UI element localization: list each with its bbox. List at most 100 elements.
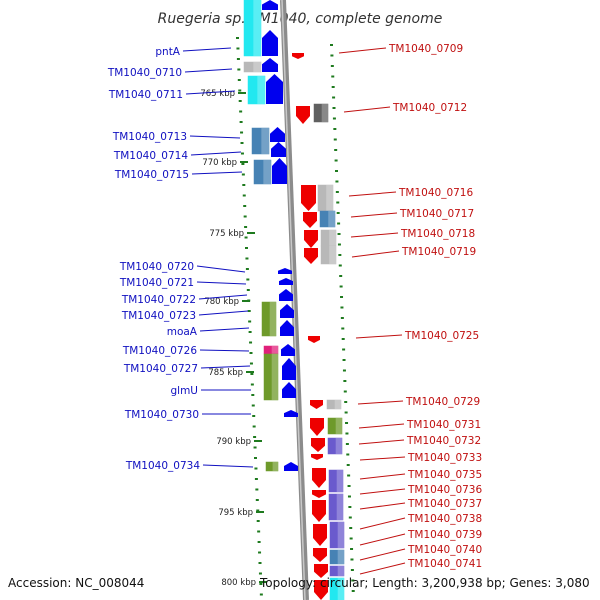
gene-box-purple bbox=[329, 565, 345, 577]
right-leader-line bbox=[359, 473, 406, 480]
gene-arrow-plus bbox=[280, 304, 294, 318]
gene-box-purple-shade bbox=[335, 438, 342, 454]
right-gene-label: TM1040_0741 bbox=[407, 558, 482, 570]
right-gene-label: TM1040_0729 bbox=[405, 396, 480, 408]
gene-box-darkgray-shade bbox=[321, 104, 328, 122]
gene-box-olive-shade bbox=[271, 354, 278, 400]
gene-arrow-plus bbox=[271, 142, 286, 157]
topology-text: Topology: circular; Length: 3,200,938 bp… bbox=[259, 576, 590, 590]
right-leader-line bbox=[350, 212, 398, 218]
gene-box-purple bbox=[328, 469, 344, 493]
left-gene-label: TM1040_0720 bbox=[119, 261, 194, 273]
accession-text: Accession: NC_008044 bbox=[8, 576, 144, 590]
gene-box-gray-shade bbox=[334, 400, 341, 409]
gene-box-magenta-shade bbox=[271, 346, 278, 354]
gene-box-cyan bbox=[243, 0, 262, 57]
gene-arrow-plus bbox=[280, 320, 294, 336]
gene-arrow-plus bbox=[262, 58, 278, 72]
right-gene-label: TM1040_0735 bbox=[407, 469, 482, 481]
gene-arrow-minus bbox=[301, 185, 316, 211]
right-gene-labels: TM1040_0709 TM1040_0712 TM1040_0716 TM1040_… bbox=[338, 43, 482, 575]
left-leader-line bbox=[185, 90, 236, 95]
gene-arrow-minus bbox=[313, 548, 327, 562]
scale-label: 765 kbp bbox=[200, 89, 235, 99]
gene-box-cyan bbox=[329, 577, 345, 600]
left-gene-label: TM1040_0722 bbox=[121, 294, 196, 306]
gene-box-gray bbox=[243, 61, 262, 73]
right-leader-line bbox=[357, 400, 404, 405]
gene-box-purple bbox=[328, 493, 344, 521]
right-gene-label: TM1040_0731 bbox=[406, 419, 481, 431]
right-leader-line bbox=[359, 502, 406, 510]
left-leader-line bbox=[196, 281, 247, 285]
gene-arrow-minus bbox=[296, 106, 310, 124]
right-gene-label: TM1040_0712 bbox=[392, 102, 467, 114]
gene-box-steel bbox=[251, 127, 270, 155]
right-leader-line bbox=[351, 250, 400, 258]
gene-box-gray-shade bbox=[253, 62, 261, 72]
gene-box-purple bbox=[327, 437, 343, 455]
right-gene-label: TM1040_0740 bbox=[407, 544, 482, 556]
gene-box-cyan-shade bbox=[253, 0, 261, 56]
gene-arrow-plus bbox=[284, 410, 298, 417]
gene-arrow-minus bbox=[311, 438, 325, 452]
right-gene-label: TM1040_0732 bbox=[406, 435, 481, 447]
right-gene-label: TM1040_0739 bbox=[407, 529, 482, 541]
left-gene-labels: pntA TM1040_0710 TM1040_0711 TM1040_0713 TM1… bbox=[107, 46, 254, 472]
gene-box-darkgray bbox=[313, 103, 329, 123]
gene-features bbox=[243, 0, 345, 600]
right-gene-label: TM1040_0716 bbox=[398, 187, 473, 199]
left-leader-line bbox=[199, 349, 250, 352]
gene-box-steel bbox=[329, 549, 345, 565]
gene-arrow-plus bbox=[266, 74, 283, 104]
gene-arrow-minus bbox=[312, 500, 326, 522]
map-title: Ruegeria sp. TM1040, complete genome bbox=[158, 11, 443, 27]
left-gene-label: TM1040_0723 bbox=[121, 310, 196, 322]
right-gene-label: TM1040_0709 bbox=[388, 43, 463, 55]
scale-label: 780 kbp bbox=[204, 297, 239, 307]
gene-arrow-minus bbox=[314, 564, 328, 578]
left-gene-label: TM1040_0721 bbox=[119, 277, 194, 289]
left-leader-line bbox=[191, 171, 243, 175]
gene-arrow-plus bbox=[282, 382, 296, 398]
gene-arrow-minus bbox=[313, 524, 327, 546]
right-leader-line bbox=[350, 232, 399, 238]
gene-arrow-plus bbox=[278, 268, 292, 274]
right-leader-line bbox=[359, 456, 406, 461]
left-leader-line bbox=[200, 365, 251, 369]
left-leader-line bbox=[182, 47, 232, 52]
gene-arrow-minus bbox=[308, 336, 320, 343]
left-leader-line bbox=[189, 135, 241, 139]
gene-arrow-plus bbox=[284, 462, 298, 471]
gene-box-olive-shade bbox=[272, 462, 278, 471]
gene-box-purple-shade bbox=[337, 566, 344, 576]
scale-label: 785 kbp bbox=[208, 368, 243, 378]
left-leader-line bbox=[199, 327, 250, 332]
right-gene-label: TM1040_0733 bbox=[407, 452, 482, 464]
gene-box-purple-shade bbox=[336, 494, 343, 520]
gene-arrow-minus bbox=[312, 490, 326, 498]
gene-arrow-minus bbox=[304, 248, 318, 264]
gene-arrow-minus bbox=[312, 468, 326, 488]
gene-arrow-plus bbox=[282, 358, 296, 380]
left-gene-label: moaA bbox=[167, 326, 198, 338]
gene-arrow-minus bbox=[311, 454, 323, 460]
gene-box-cyan-shade bbox=[257, 76, 265, 104]
gene-arrow-minus bbox=[303, 212, 317, 228]
left-leader-line bbox=[196, 265, 246, 273]
right-gene-label: TM1040_0736 bbox=[407, 484, 482, 496]
right-leader-line bbox=[358, 423, 405, 429]
gene-arrow-plus bbox=[270, 127, 285, 142]
gene-box-steel-shade bbox=[263, 160, 271, 184]
left-gene-label: glmU bbox=[171, 385, 199, 397]
gene-box-purple-shade bbox=[336, 470, 343, 492]
left-gene-label: TM1040_0714 bbox=[113, 150, 188, 162]
gene-arrow-plus bbox=[279, 278, 293, 285]
left-leader-line bbox=[198, 294, 248, 300]
gene-box-olive bbox=[265, 461, 279, 472]
left-gene-label: TM1040_0734 bbox=[125, 460, 200, 472]
left-leader-line bbox=[198, 310, 249, 316]
genome-backbone bbox=[280, 0, 309, 600]
right-gene-label: TM1040_0725 bbox=[404, 330, 479, 342]
